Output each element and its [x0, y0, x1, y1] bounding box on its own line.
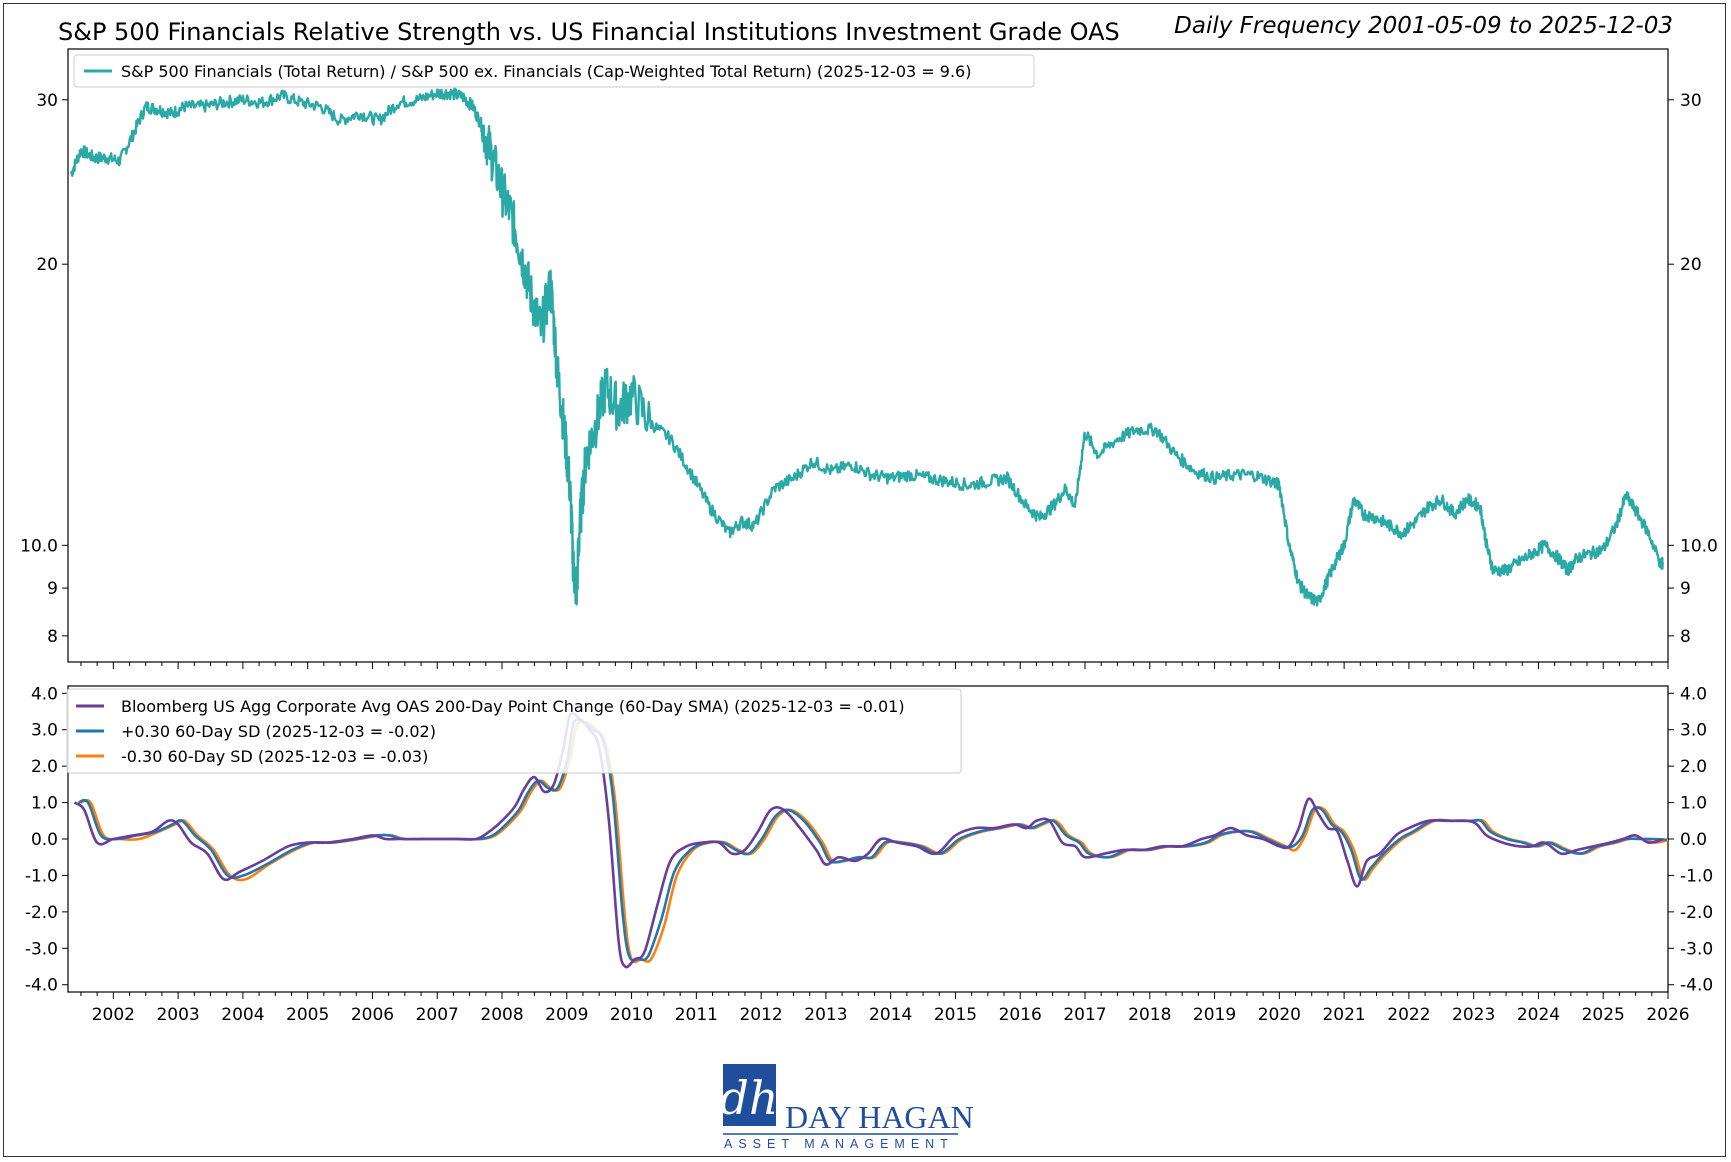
top-plot-area	[67, 48, 1669, 663]
bottom-ytick-label-right: 3.0	[1680, 721, 1707, 741]
bottom-ytick-label-right: -4.0	[1680, 976, 1713, 996]
x-tick-label: 2010	[610, 1005, 653, 1025]
top-ytick-label-left: 20	[36, 255, 58, 275]
bottom-ytick-label-left: -1.0	[25, 866, 58, 886]
x-tick-label: 2019	[1193, 1005, 1236, 1025]
x-tick-label: 2003	[156, 1005, 199, 1025]
x-tick-label: 2017	[1063, 1005, 1106, 1025]
bottom-ytick-label-right: 2.0	[1680, 757, 1707, 777]
top-x-ticks	[80, 662, 1669, 669]
bottom-legend-label-0: Bloomberg US Agg Corporate Avg OAS 200-D…	[121, 697, 905, 716]
bottom-ytick-label-right: 0.0	[1680, 830, 1707, 850]
x-tick-label: 2015	[934, 1005, 977, 1025]
top-panel: 8 8 9 9 10.0 10.0 20 20 30 30 S&P 500 Financials …	[20, 48, 1718, 669]
bottom-legend-box	[66, 688, 962, 774]
top-legend-box	[73, 54, 1035, 88]
x-tick-label: 2009	[545, 1005, 588, 1025]
day-hagan-logo: dh DAY HAGAN ASSET MANAGEMENT	[719, 1064, 974, 1151]
x-tick-label: 2007	[416, 1005, 459, 1025]
series-line-relative-strength	[70, 87, 1664, 607]
figure-frame	[3, 3, 1726, 1157]
series-line-0	[73, 712, 1664, 969]
x-tick-label: 2020	[1258, 1005, 1301, 1025]
top-ytick-label-left: 30	[36, 91, 58, 111]
series-line-1	[78, 718, 1667, 962]
x-tick-label: 2002	[92, 1005, 135, 1025]
x-tick-label: 2008	[480, 1005, 523, 1025]
bottom-ytick-label-left: 2.0	[31, 757, 58, 777]
x-tick-label: 2012	[739, 1005, 782, 1025]
top-ytick-label-right: 8	[1680, 627, 1691, 647]
logo-mark-letters: dh	[719, 1071, 778, 1125]
x-tick-label: 2004	[221, 1005, 264, 1025]
bottom-ytick-label-right: -2.0	[1680, 903, 1713, 923]
bottom-ytick-label-left: -2.0	[25, 903, 58, 923]
x-tick-label: 2023	[1452, 1005, 1495, 1025]
x-tick-label: 2005	[286, 1005, 329, 1025]
x-tick-label: 2026	[1646, 1005, 1689, 1025]
logo-tagline: ASSET MANAGEMENT	[724, 1137, 954, 1151]
logo-name: DAY HAGAN	[785, 1099, 974, 1135]
bottom-ytick-label-left: -4.0	[25, 976, 58, 996]
x-tick-label: 2014	[869, 1005, 912, 1025]
top-ytick-label-right: 10.0	[1680, 536, 1718, 556]
logo-mark-box	[723, 1064, 776, 1126]
bottom-ytick-label-right: -3.0	[1680, 939, 1713, 959]
x-tick-label: 2006	[351, 1005, 394, 1025]
bottom-legend-label-1: +0.30 60-Day SD (2025-12-03 = -0.02)	[121, 722, 436, 741]
x-tick-label: 2025	[1582, 1005, 1625, 1025]
top-ytick-label-right: 30	[1680, 91, 1702, 111]
bottom-panel: -4.0 -4.0 -3.0 -3.0 -2.0 -2.0 -1.0 -1.0 0.0 0.0 1.…	[25, 684, 1713, 1025]
bottom-ytick-label-left: 0.0	[31, 830, 58, 850]
chart-subtitle: Daily Frequency 2001-05-09 to 2025-12-03	[1174, 13, 1673, 39]
bottom-ytick-label-right: 4.0	[1680, 684, 1707, 704]
top-legend-label-0: S&P 500 Financials (Total Return) / S&P …	[121, 62, 971, 81]
bottom-ytick-label-left: 1.0	[31, 794, 58, 814]
chart-title: S&P 500 Financials Relative Strength vs.…	[58, 18, 1120, 46]
top-ytick-label-left: 10.0	[20, 536, 58, 556]
bottom-legend: Bloomberg US Agg Corporate Avg OAS 200-D…	[66, 688, 962, 774]
x-tick-label: 2018	[1128, 1005, 1171, 1025]
bottom-ytick-label-right: 1.0	[1680, 794, 1707, 814]
x-axis: 2002 2003 2004 2005 2006 2007 2008 2009 2010 2011…	[80, 992, 1690, 1025]
bottom-series-lines	[73, 712, 1669, 969]
x-tick-label: 2021	[1322, 1005, 1365, 1025]
top-ytick-label-left: 8	[47, 627, 58, 647]
top-ytick-label-right: 9	[1680, 579, 1691, 599]
x-tick-label: 2013	[804, 1005, 847, 1025]
top-ytick-label-right: 20	[1680, 255, 1702, 275]
bottom-ytick-label-left: 3.0	[31, 721, 58, 741]
x-tick-label: 2022	[1387, 1005, 1430, 1025]
bottom-y-axis: -4.0 -4.0 -3.0 -3.0 -2.0 -2.0 -1.0 -1.0 0.0 0.0 1.…	[25, 684, 1713, 995]
bottom-ytick-label-right: -1.0	[1680, 866, 1713, 886]
top-ytick-label-left: 9	[47, 579, 58, 599]
top-legend: S&P 500 Financials (Total Return) / S&P …	[73, 54, 1035, 88]
x-tick-label: 2016	[999, 1005, 1042, 1025]
x-tick-label: 2024	[1517, 1005, 1560, 1025]
bottom-legend-label-2: -0.30 60-Day SD (2025-12-03 = -0.03)	[121, 747, 428, 766]
bottom-ytick-label-left: -3.0	[25, 939, 58, 959]
bottom-ytick-label-left: 4.0	[31, 684, 58, 704]
top-series-lines	[70, 87, 1664, 607]
top-y-axis: 8 8 9 9 10.0 10.0 20 20 30 30	[20, 91, 1718, 647]
x-tick-label: 2011	[675, 1005, 718, 1025]
